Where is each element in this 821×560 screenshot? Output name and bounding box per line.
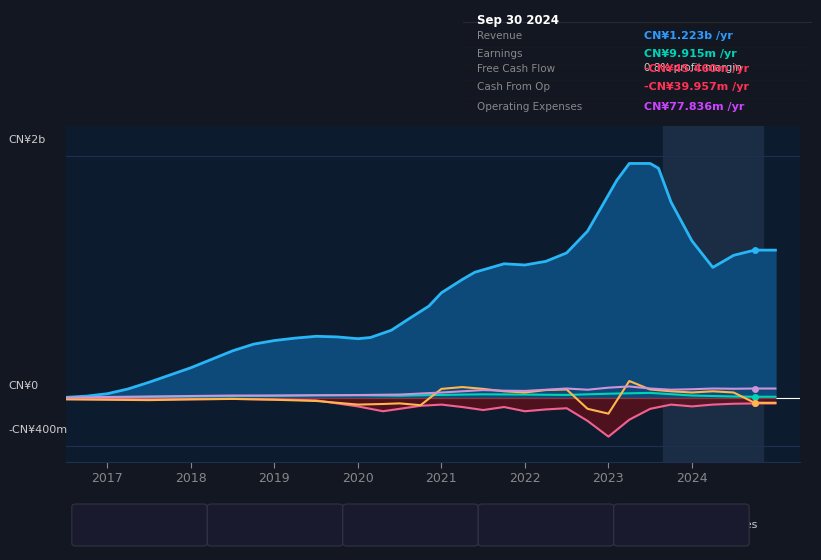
Text: Operating Expenses: Operating Expenses — [477, 102, 582, 112]
Text: CN¥1.223b /yr: CN¥1.223b /yr — [644, 31, 733, 41]
Text: ●: ● — [627, 519, 638, 531]
Text: CN¥0: CN¥0 — [8, 381, 39, 391]
Bar — [663, 126, 763, 462]
Text: Free Cash Flow: Free Cash Flow — [477, 64, 555, 74]
Text: Sep 30 2024: Sep 30 2024 — [477, 14, 559, 27]
Text: Earnings: Earnings — [477, 49, 522, 59]
Text: Cash From Op: Cash From Op — [509, 520, 587, 530]
Text: Revenue: Revenue — [477, 31, 522, 41]
Text: Earnings: Earnings — [238, 520, 287, 530]
Text: CN¥77.836m /yr: CN¥77.836m /yr — [644, 102, 745, 112]
Text: Free Cash Flow: Free Cash Flow — [374, 520, 457, 530]
Text: ●: ● — [85, 519, 96, 531]
Text: ●: ● — [492, 519, 502, 531]
Text: ●: ● — [221, 519, 232, 531]
Text: Revenue: Revenue — [103, 520, 152, 530]
Text: 0.8% profit margin: 0.8% profit margin — [644, 63, 742, 73]
Text: ●: ● — [356, 519, 367, 531]
Text: -CN¥39.957m /yr: -CN¥39.957m /yr — [644, 82, 750, 92]
Text: Cash From Op: Cash From Op — [477, 82, 550, 92]
Text: Operating Expenses: Operating Expenses — [645, 520, 757, 530]
Text: -CN¥400m: -CN¥400m — [8, 425, 67, 435]
Text: -CN¥45.460m /yr: -CN¥45.460m /yr — [644, 64, 750, 74]
Text: CN¥2b: CN¥2b — [8, 135, 45, 145]
Text: CN¥9.915m /yr: CN¥9.915m /yr — [644, 49, 737, 59]
